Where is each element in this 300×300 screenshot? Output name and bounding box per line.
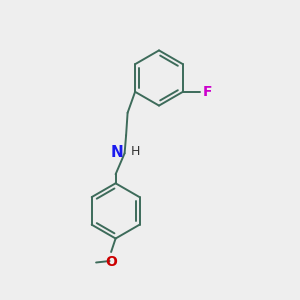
Text: H: H <box>131 145 141 158</box>
Text: F: F <box>202 85 212 99</box>
Text: O: O <box>105 255 117 269</box>
Text: N: N <box>110 145 123 160</box>
